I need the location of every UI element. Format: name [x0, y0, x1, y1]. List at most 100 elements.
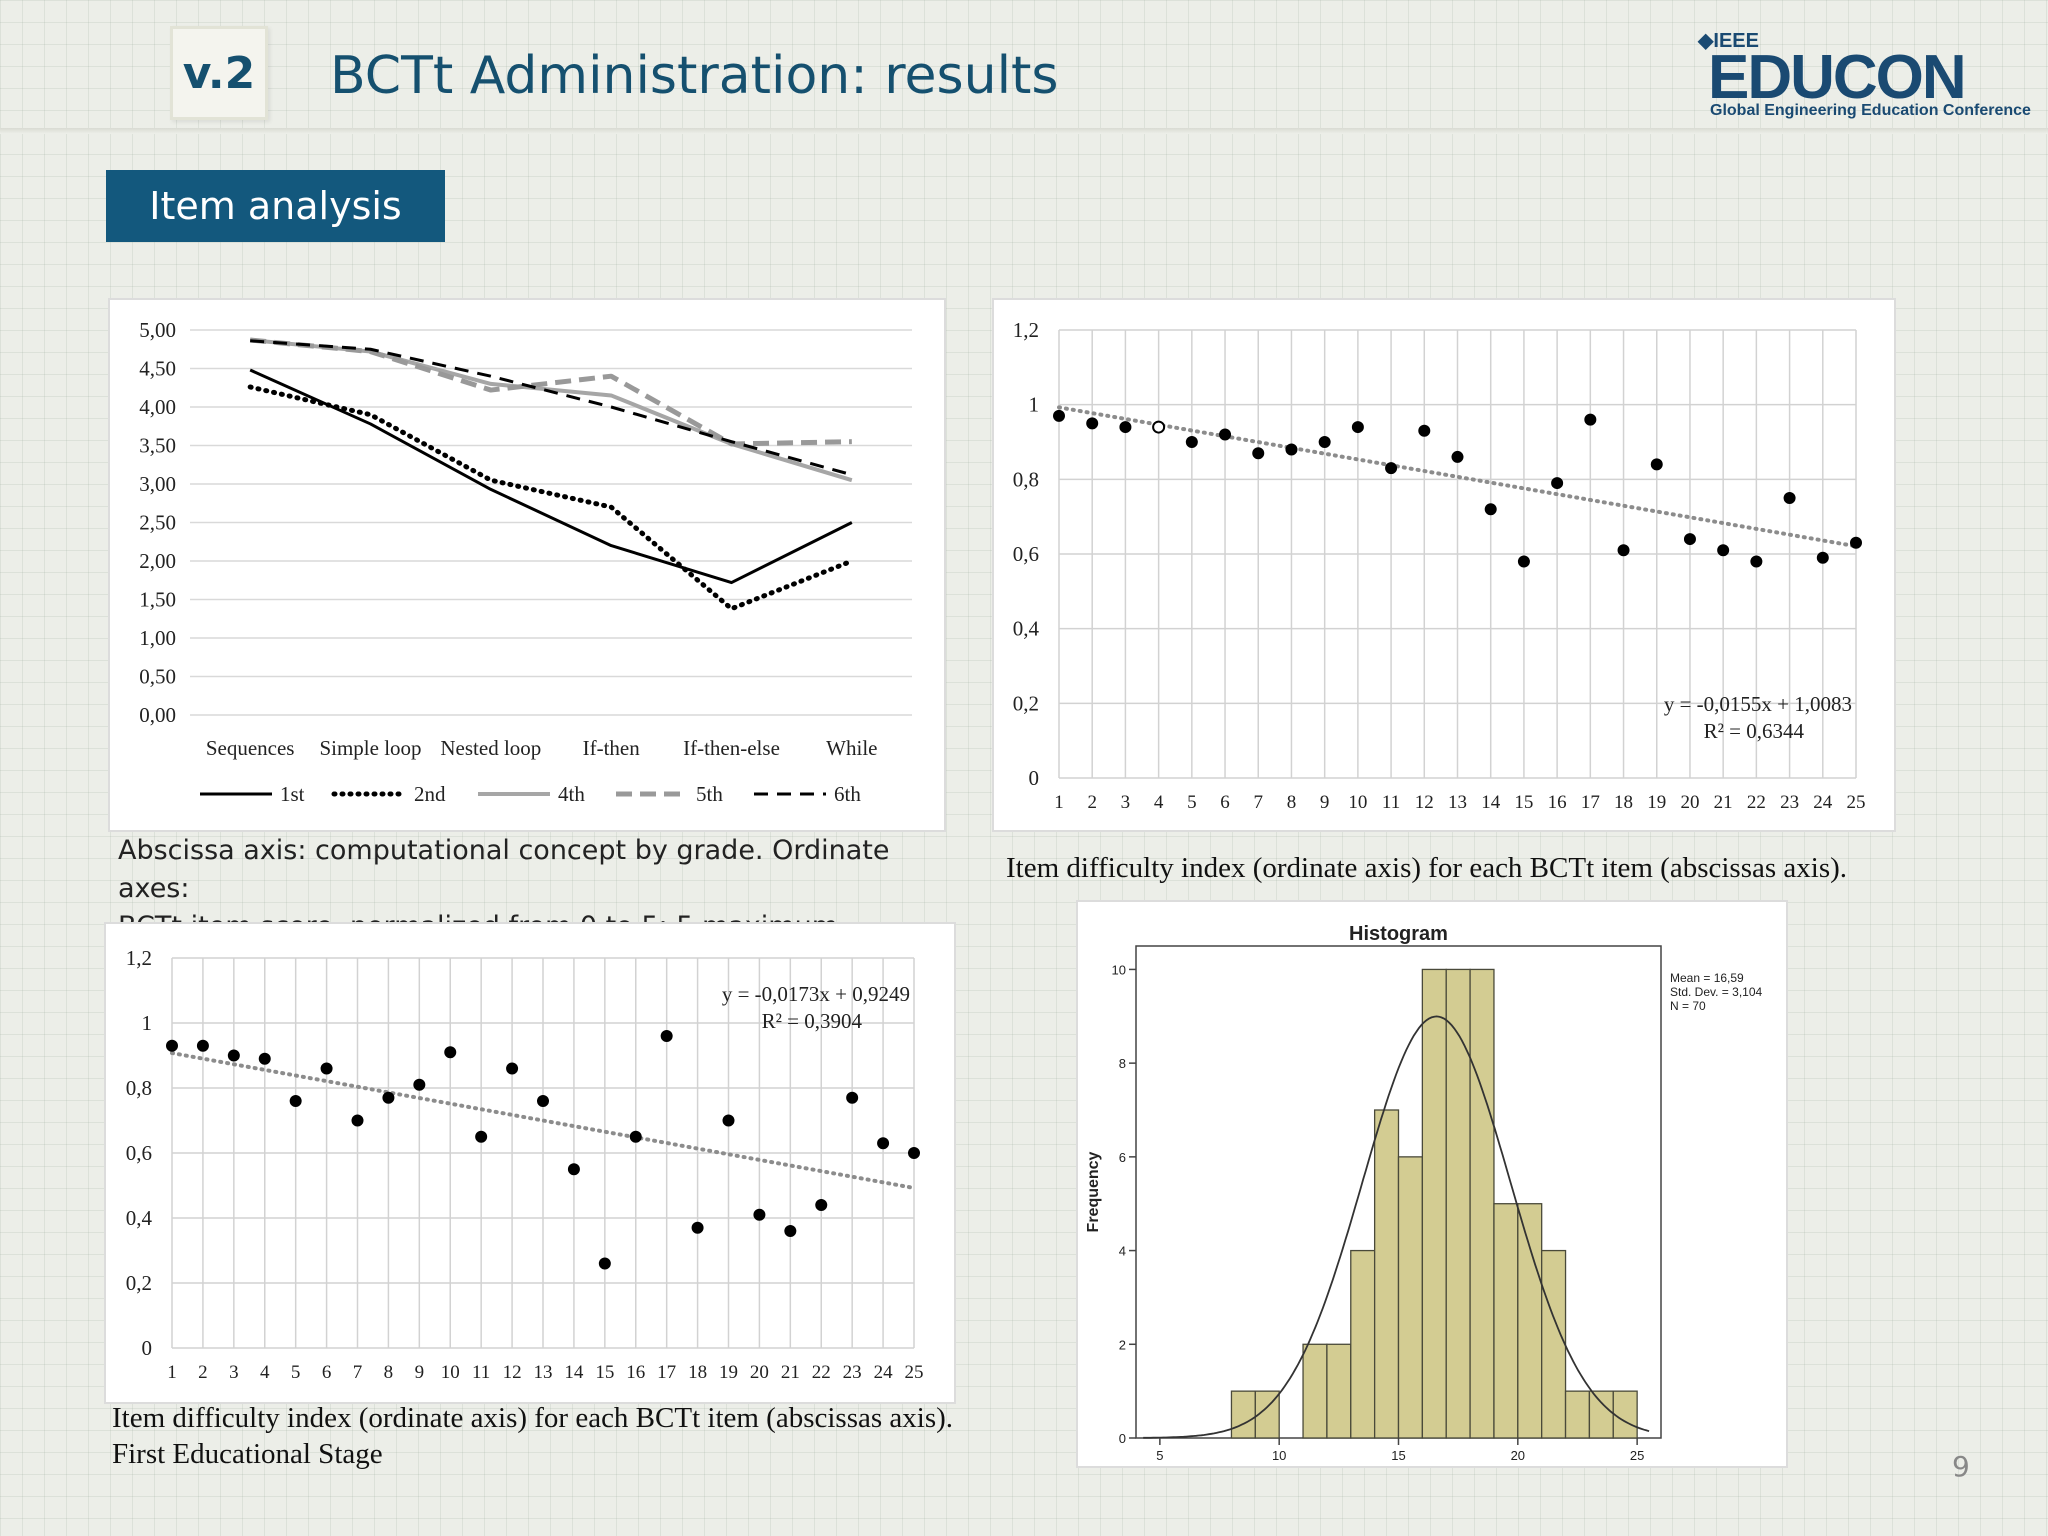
- x-tick-label: 15: [1391, 1448, 1405, 1463]
- x-tick-label: 13: [1448, 792, 1467, 813]
- x-tick-label: 2: [198, 1362, 208, 1383]
- scatter-bottom-caption-line-1: Item difficulty index (ordinate axis) fo…: [112, 1402, 954, 1434]
- data-point: [196, 1039, 209, 1052]
- data-point: [784, 1225, 797, 1237]
- x-tick-label: 10: [441, 1362, 460, 1383]
- data-point: [444, 1046, 457, 1059]
- y-tick-label: 1,50: [139, 588, 176, 612]
- y-tick-label: 0,2: [1013, 691, 1039, 715]
- y-tick-label: 5,00: [139, 318, 176, 342]
- logo-ieee-text: ◆IEEE: [1698, 30, 1759, 52]
- data-point: [320, 1062, 333, 1075]
- scatter-top-caption: Item difficulty index (ordinate axis) fo…: [1006, 852, 1848, 884]
- x-tick-label: 6: [322, 1362, 332, 1383]
- data-point: [1617, 544, 1630, 557]
- histogram-bar: [1397, 1156, 1424, 1439]
- data-point: [1318, 436, 1331, 448]
- x-tick-label: 11: [1382, 792, 1400, 813]
- x-tick-label: 3: [229, 1362, 239, 1383]
- x-tick-label: 20: [750, 1362, 769, 1383]
- histogram-bar: [1373, 1109, 1400, 1439]
- x-tick-label: 16: [1548, 792, 1567, 813]
- x-tick-label: 5: [1156, 1448, 1163, 1463]
- page-number: 9: [1952, 1450, 1970, 1483]
- data-point: [1119, 421, 1132, 434]
- version-badge: v.2: [170, 26, 268, 120]
- data-point: [1850, 536, 1862, 549]
- x-tick-label: 10: [1272, 1448, 1286, 1463]
- histogram-bar: [1469, 968, 1495, 1439]
- x-tick-label: Nested loop: [440, 736, 541, 760]
- scatter-bottom-chart: 00,20,40,60,811,21 2 3 4 5 6 7 8 9 10 11 12 13 14 15 16…: [126, 946, 924, 1383]
- y-tick-label: 0,8: [126, 1076, 152, 1100]
- data-point: [1185, 436, 1198, 448]
- x-tick-label: 24: [1813, 792, 1833, 813]
- x-tick-label: 3: [1121, 792, 1131, 813]
- x-tick-label: 24: [874, 1362, 894, 1383]
- educon-logo: ◆IEEE EDUCON Global Engineering Educatio…: [1688, 26, 2038, 126]
- data-point: [722, 1114, 735, 1127]
- x-tick-label: 6: [1220, 792, 1230, 813]
- x-tick-label: If-then: [583, 736, 641, 760]
- x-tick-label: 18: [1614, 792, 1633, 813]
- x-tick-label: While: [826, 736, 877, 760]
- x-tick-label: 15: [1514, 792, 1533, 813]
- data-point: [506, 1062, 519, 1075]
- x-tick-label: 25: [1847, 792, 1866, 813]
- histogram-bar: [1517, 1203, 1543, 1439]
- legend-label: 4th: [558, 782, 585, 806]
- y-tick-label: 1,2: [126, 946, 152, 970]
- line-chart-caption-line-1: Abscissa axis: computational concept by …: [118, 835, 890, 904]
- data-point: [846, 1091, 859, 1104]
- y-tick-label: 8: [1119, 1056, 1126, 1071]
- x-tick-label: 10: [1348, 792, 1367, 813]
- histogram-bar: [1421, 968, 1447, 1439]
- y-tick-label: 3,50: [139, 434, 176, 458]
- data-point: [598, 1257, 611, 1270]
- legend-label: 2nd: [414, 782, 446, 806]
- y-tick-label: 0,6: [126, 1141, 152, 1165]
- x-tick-label: 14: [1481, 792, 1501, 813]
- x-tick-label: 9: [1320, 792, 1330, 813]
- histogram-bar: [1493, 1203, 1519, 1439]
- data-point: [1418, 424, 1431, 437]
- data-point: [166, 1039, 178, 1052]
- x-tick-label: 1: [1054, 792, 1064, 813]
- histogram-bar: [1445, 968, 1471, 1439]
- y-tick-label: 0: [1119, 1431, 1126, 1446]
- x-tick-label: 21: [1714, 792, 1733, 813]
- x-tick-label: 5: [291, 1362, 301, 1383]
- legend-label: 1st: [280, 782, 305, 806]
- scatter-top-chart: 00,20,40,60,811,21 2 3 4 5 6 7 8 9 10 11 12 13 14 15 16…: [1013, 318, 1866, 813]
- y-tick-label: 0,2: [126, 1271, 152, 1295]
- x-tick-label: 23: [1780, 792, 1799, 813]
- y-tick-label: 10: [1112, 962, 1126, 977]
- x-tick-label: 17: [1581, 792, 1600, 813]
- histogram-bar: [1302, 1343, 1328, 1439]
- normal-curve: [1143, 1015, 1650, 1439]
- data-point: [753, 1208, 766, 1221]
- legend-label: 6th: [834, 782, 861, 806]
- x-tick-label: 7: [1254, 792, 1264, 813]
- y-tick-label: 2,00: [139, 549, 176, 573]
- y-tick-label: 0,4: [1013, 617, 1040, 641]
- data-point: [1053, 409, 1065, 422]
- series-line-6th: [250, 339, 853, 477]
- data-point: [227, 1049, 240, 1062]
- y-tick-label: 1: [1029, 393, 1040, 417]
- data-point: [258, 1052, 271, 1065]
- series-line-2nd: [247, 384, 855, 612]
- data-point: [1783, 492, 1796, 504]
- series-line-1st: [249, 368, 853, 585]
- slide-title: BCTt Administration: results: [330, 46, 1059, 106]
- x-tick-label: Simple loop: [319, 736, 421, 760]
- r-squared-label: R² = 0,3904: [762, 1009, 863, 1033]
- data-point: [1152, 420, 1166, 434]
- y-tick-label: 0,6: [1013, 542, 1039, 566]
- y-axis-label: Frequency: [1085, 1151, 1102, 1232]
- x-tick-label: 20: [1511, 1448, 1525, 1463]
- y-tick-label: 4,50: [139, 357, 176, 381]
- x-tick-label: 15: [595, 1362, 614, 1383]
- y-tick-label: 0,00: [139, 703, 176, 727]
- data-point: [691, 1221, 704, 1234]
